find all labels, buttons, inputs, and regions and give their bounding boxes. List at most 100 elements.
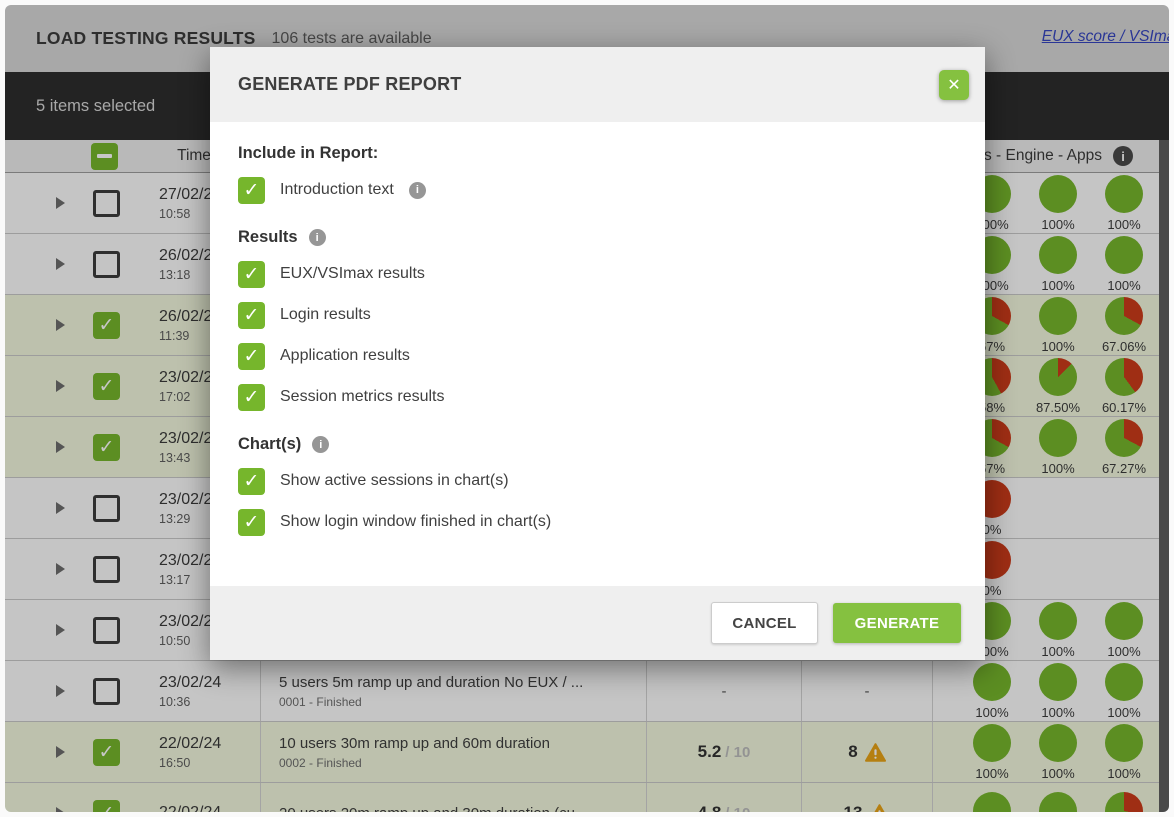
tests-available-count: 106 tests are available [271,29,432,47]
expand-row-icon[interactable] [56,685,65,697]
info-icon[interactable]: i [1113,146,1133,166]
pie-percentage: 100% [1107,216,1141,232]
table-row: 22/02/24 16:50 10 users 30m ramp up and 60… [5,722,1159,783]
time-column-header[interactable]: Time [177,147,211,164]
table-row: 23/02/24 10:36 5 users 5m ramp up and dura… [5,661,1159,722]
row-checkbox[interactable] [93,677,120,705]
option-label: Show active sessions in chart(s) [280,472,509,489]
row-date: 27/02/24 [159,185,222,203]
info-icon[interactable]: i [312,436,330,453]
engine-pie-chart [1039,723,1077,762]
row-checkbox[interactable] [93,738,120,766]
expand-row-icon[interactable] [56,746,65,758]
row-checkbox[interactable] [93,616,120,644]
pie-percentage: 67% [978,338,1006,354]
right-edge-panel [1159,140,1169,812]
pie-percentage: 60.17% [1101,399,1147,415]
report-option-row: Show active sessions in chart(s) [238,467,957,495]
option-label: EUX/VSImax results [280,265,425,282]
pie-percentage: 67% [978,460,1006,476]
row-checkbox[interactable] [93,494,120,522]
row-checkbox[interactable] [93,250,120,278]
row-checkbox[interactable] [93,799,120,812]
apps-pie-chart [1105,601,1143,640]
generate-pdf-report-modal: GENERATE PDF REPORT ✕ Include in Report:… [210,47,985,660]
test-name: 20 users 20m ramp up and 30m duration (c… [279,805,646,813]
test-name: 10 users 30m ramp up and 60m duration [279,734,550,752]
warning-triangle-icon [864,742,886,762]
option-label: Application results [280,347,410,364]
pie-percentage: 100% [1107,643,1141,659]
report-option-row: Application results [238,342,957,370]
close-icon[interactable]: ✕ [939,69,969,100]
generate-button[interactable]: GENERATE [833,603,961,643]
option-checkbox[interactable] [238,301,265,329]
pie-percentage: 100% [1041,216,1075,232]
pie-percentage: 67.27% [1101,460,1147,476]
pie-percentage: 0% [982,582,1002,598]
report-option-row: Introduction text i [238,176,957,204]
row-checkbox[interactable] [93,311,120,339]
app-window: LOAD TESTING RESULTS 106 tests are avail… [5,5,1169,812]
expand-row-icon[interactable] [56,807,65,812]
expand-row-icon[interactable] [56,563,65,575]
apps-pie-chart [1105,174,1143,213]
option-checkbox[interactable] [238,176,265,204]
sessions-pie-chart [973,792,1011,812]
test-status: 0002 - Finished [279,755,362,770]
row-checkbox[interactable] [93,433,120,461]
expand-row-icon[interactable] [56,624,65,636]
option-checkbox[interactable] [238,342,265,370]
apps-pie-chart [1105,235,1143,274]
row-time: 17:02 [159,389,191,404]
apps-pie-chart [1105,296,1143,335]
info-icon[interactable]: i [308,229,326,246]
row-checkbox[interactable] [93,372,120,400]
expand-row-icon[interactable] [56,258,65,270]
modal-header: GENERATE PDF REPORT ✕ [210,47,985,122]
warning-count: - [864,682,870,700]
row-time: 13:18 [159,267,191,282]
option-label: Show login window finished in chart(s) [280,513,552,530]
row-time: 13:17 [159,572,191,587]
modal-footer: CANCEL GENERATE [210,586,985,660]
pie-percentage: 100% [975,765,1009,781]
table-row: 22/02/24 20 users 20m ramp up and 30m dur… [5,783,1159,812]
expand-row-icon[interactable] [56,380,65,392]
row-date: 26/02/24 [159,246,222,264]
row-checkbox[interactable] [93,189,120,217]
row-time: 11:39 [159,328,190,343]
option-checkbox[interactable] [238,383,265,411]
option-checkbox[interactable] [238,508,265,536]
report-option-row: Show login window finished in chart(s) [238,508,957,536]
row-time: 16:50 [159,755,191,770]
modal-section-heading: Include in Report: [238,144,379,162]
expand-row-icon[interactable] [56,319,65,331]
items-selected-count: 5 items selected [36,96,156,115]
pie-percentage: 67.06% [1101,338,1147,354]
eux-score-vsimax-link[interactable]: EUX score / VSImax [1041,28,1169,45]
expand-row-icon[interactable] [56,441,65,453]
report-option-row: Login results [238,301,957,329]
expand-row-icon[interactable] [56,197,65,209]
warning-count: 8 [848,742,858,761]
select-all-checkbox[interactable] [91,142,119,170]
expand-row-icon[interactable] [56,502,65,514]
engine-pie-chart [1039,601,1077,640]
pie-percentage: 100% [1041,643,1075,659]
page-title: LOAD TESTING RESULTS [36,28,256,48]
row-checkbox[interactable] [93,555,120,583]
test-name: 5 users 5m ramp up and duration No EUX /… [279,673,584,691]
cancel-button[interactable]: CANCEL [711,602,818,644]
option-checkbox[interactable] [238,467,265,495]
apps-pie-chart [1105,792,1143,812]
row-date: 22/02/24 [159,804,260,812]
modal-body: Include in Report: Introduction text i Resu… [210,122,985,586]
engine-pie-chart [1039,792,1077,812]
info-icon[interactable]: i [408,181,426,199]
apps-pie-chart [1105,662,1143,701]
eux-score-value: - [721,682,727,700]
option-label: Login results [280,306,371,323]
option-checkbox[interactable] [238,260,265,288]
row-time: 10:50 [159,633,191,648]
